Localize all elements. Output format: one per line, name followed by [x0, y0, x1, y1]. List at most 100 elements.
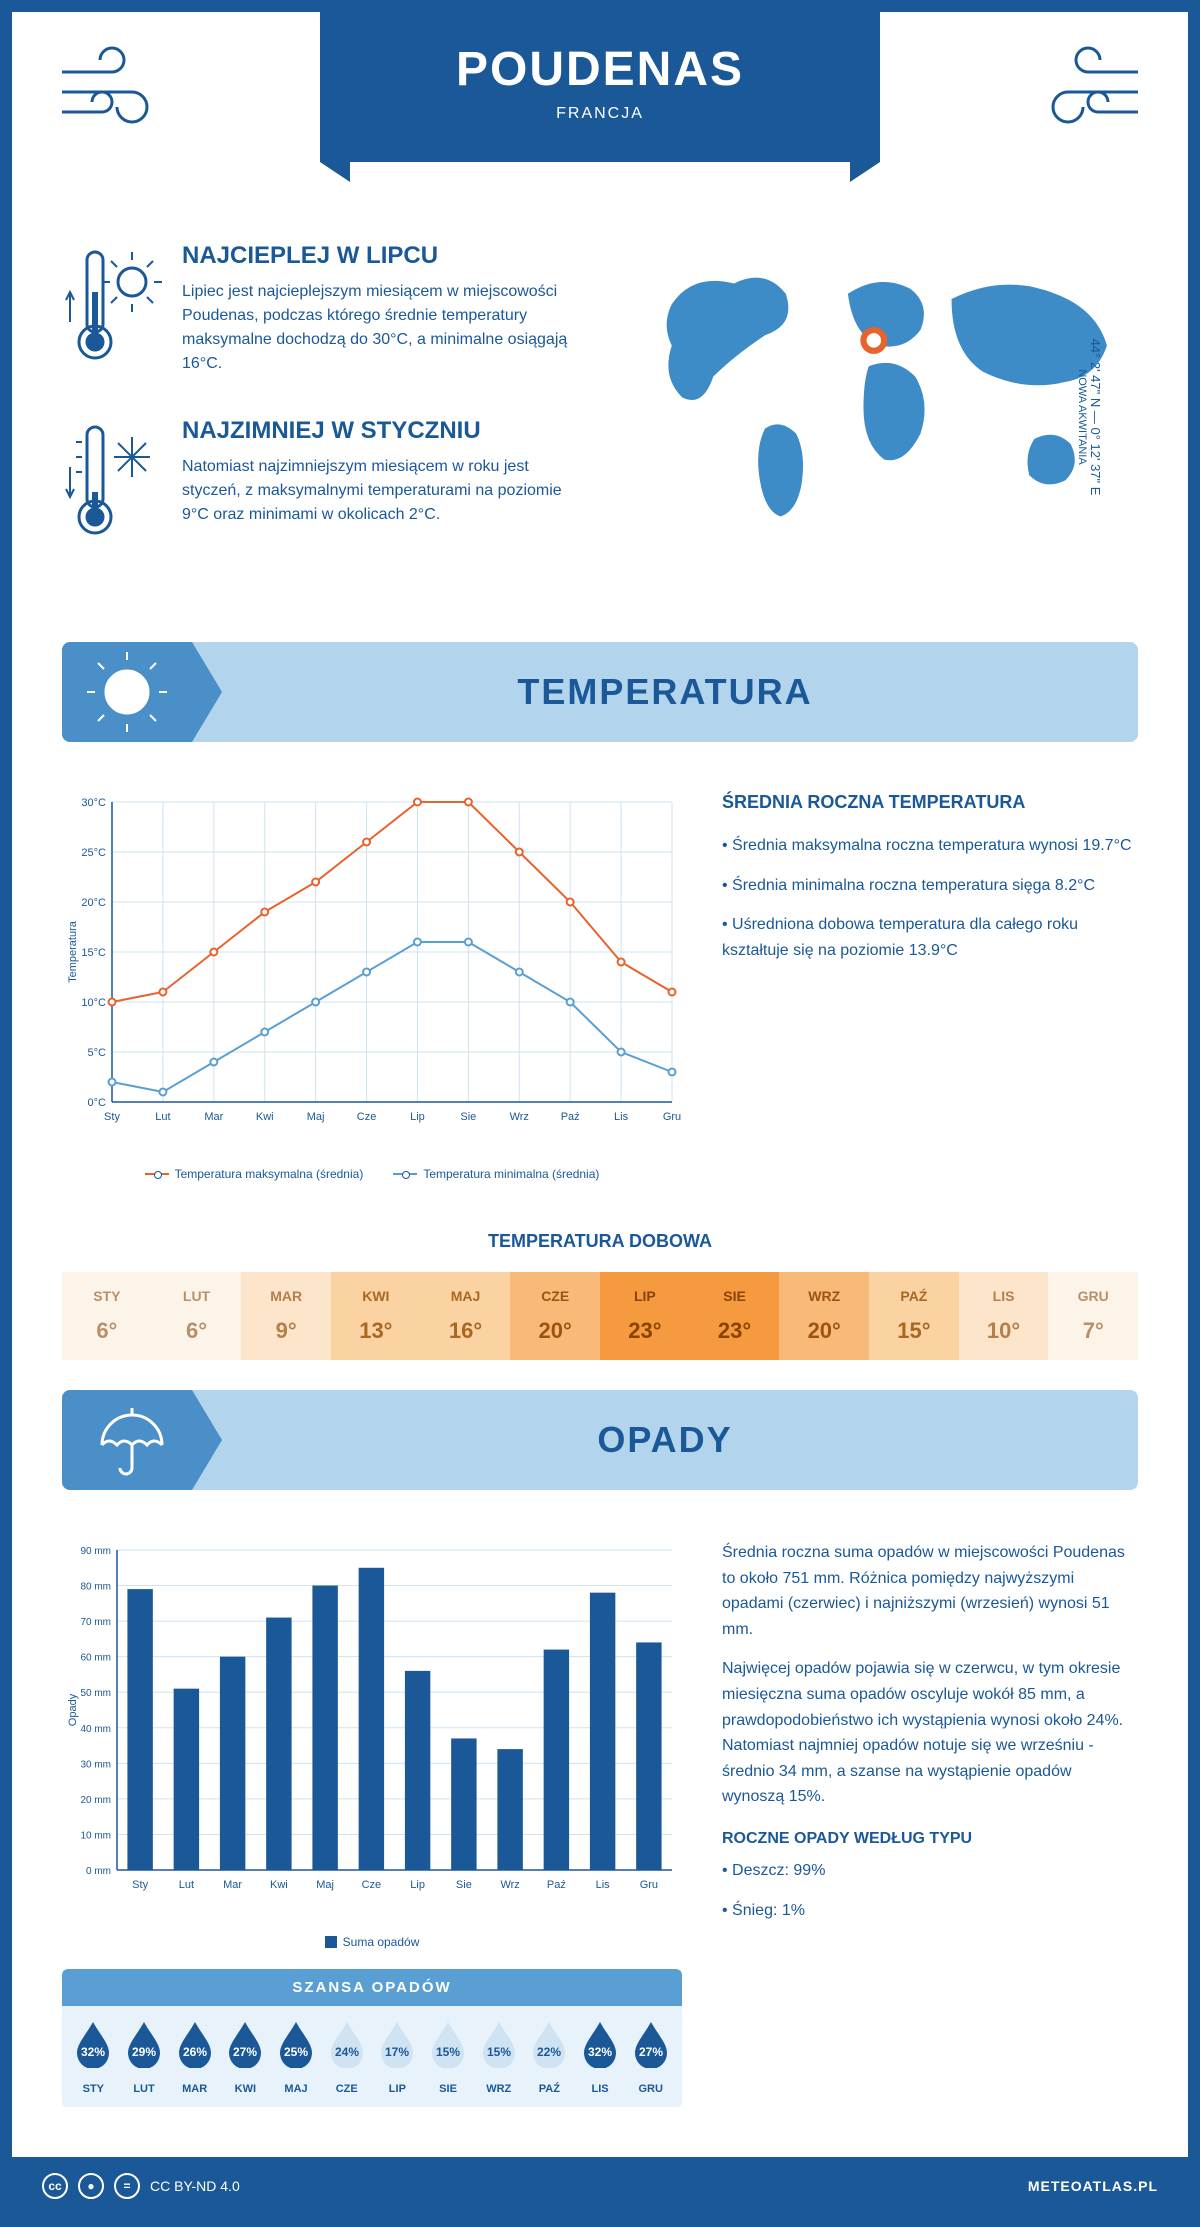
coldest-block: NAJZIMNIEJ W STYCZNIU Natomiast najzimni… — [62, 417, 580, 552]
svg-text:Lut: Lut — [155, 1111, 170, 1123]
svg-text:Gru: Gru — [640, 1879, 658, 1891]
temp-stats-title: ŚREDNIA ROCZNA TEMPERATURA — [722, 792, 1138, 813]
wind-icon — [1028, 42, 1148, 147]
svg-text:Cze: Cze — [362, 1879, 382, 1891]
precip-type-title: ROCZNE OPADY WEDŁUG TYPU — [722, 1830, 1138, 1848]
precip-chance-drop: 15%SIE — [423, 2018, 474, 2095]
svg-text:27%: 27% — [639, 2045, 663, 2059]
precip-type-list: • Deszcz: 99%• Śnieg: 1% — [722, 1858, 1138, 1923]
daily-temp-cell: MAR9° — [241, 1272, 331, 1360]
svg-text:Kwi: Kwi — [270, 1879, 288, 1891]
svg-text:Cze: Cze — [357, 1111, 377, 1123]
hottest-text: Lipiec jest najcieplejszym miesiącem w m… — [182, 280, 580, 376]
svg-text:Paź: Paź — [547, 1879, 566, 1891]
svg-text:0 mm: 0 mm — [86, 1866, 111, 1877]
precip-legend: Suma opadów — [62, 1935, 682, 1949]
world-map — [620, 242, 1138, 532]
svg-text:Wrz: Wrz — [500, 1879, 519, 1891]
svg-text:Sty: Sty — [104, 1111, 120, 1123]
daily-temp-cell: MAJ16° — [421, 1272, 511, 1360]
svg-text:30 mm: 30 mm — [80, 1759, 111, 1770]
precip-text-2: Najwięcej opadów pojawia się w czerwcu, … — [722, 1656, 1138, 1810]
svg-text:60 mm: 60 mm — [80, 1653, 111, 1664]
precip-chance-drop: 27%KWI — [220, 2018, 271, 2095]
svg-text:29%: 29% — [132, 2045, 156, 2059]
site-name: METEOATLAS.PL — [1028, 2178, 1158, 2194]
temperature-title: TEMPERATURA — [192, 671, 1138, 713]
svg-text:90 mm: 90 mm — [80, 1546, 111, 1557]
svg-text:Gru: Gru — [663, 1111, 681, 1123]
svg-text:50 mm: 50 mm — [80, 1688, 111, 1699]
svg-text:Mar: Mar — [204, 1111, 223, 1123]
svg-text:Sty: Sty — [132, 1879, 148, 1891]
svg-text:32%: 32% — [81, 2045, 105, 2059]
precip-chance-drop: 32%STY — [68, 2018, 119, 2095]
daily-temp-cell: LUT6° — [152, 1272, 242, 1360]
coldest-text: Natomiast najzimniejszym miesiącem w rok… — [182, 455, 580, 527]
svg-text:70 mm: 70 mm — [80, 1617, 111, 1628]
header-banner: POUDENAS FRANCJA — [320, 12, 880, 162]
svg-text:Lis: Lis — [614, 1111, 629, 1123]
daily-temp-cell: WRZ20° — [779, 1272, 869, 1360]
svg-text:Paź: Paź — [561, 1111, 580, 1123]
svg-text:Sie: Sie — [460, 1111, 476, 1123]
hottest-title: NAJCIEPLEJ W LIPCU — [182, 242, 580, 270]
svg-text:20 mm: 20 mm — [80, 1795, 111, 1806]
svg-text:10°C: 10°C — [81, 997, 106, 1009]
sun-icon — [62, 642, 192, 742]
svg-text:27%: 27% — [233, 2045, 257, 2059]
footer: cc ● = CC BY-ND 4.0 METEOATLAS.PL — [12, 2157, 1188, 2215]
svg-text:22%: 22% — [537, 2045, 561, 2059]
daily-temp-cell: LIS10° — [959, 1272, 1049, 1360]
svg-text:26%: 26% — [183, 2045, 207, 2059]
daily-temp-cell: SIE23° — [690, 1272, 780, 1360]
page-subtitle: FRANCJA — [320, 105, 880, 123]
precip-chart: 0 mm 10 mm 20 mm 30 mm 40 mm 50 mm 60 mm 70 mm 8… — [62, 1540, 682, 1920]
svg-text:Mar: Mar — [223, 1879, 242, 1891]
header: POUDENAS FRANCJA — [12, 12, 1188, 212]
svg-text:Wrz: Wrz — [510, 1111, 529, 1123]
svg-text:0°C: 0°C — [88, 1097, 107, 1109]
coordinates: 44° 2' 47" N — 0° 12' 37" E NOWA AKWITAN… — [1076, 339, 1103, 496]
svg-text:40 mm: 40 mm — [80, 1724, 111, 1735]
svg-text:Lut: Lut — [179, 1879, 194, 1891]
svg-text:Temperatura: Temperatura — [67, 920, 79, 983]
thermometer-cold-icon — [62, 417, 162, 552]
daily-temp-title: TEMPERATURA DOBOWA — [12, 1231, 1188, 1252]
svg-text:Lis: Lis — [596, 1879, 611, 1891]
svg-text:25°C: 25°C — [81, 847, 106, 859]
svg-text:32%: 32% — [588, 2045, 612, 2059]
nd-icon: = — [114, 2173, 140, 2199]
daily-temp-cell: LIP23° — [600, 1272, 690, 1360]
precip-chance-drop: 17%LIP — [372, 2018, 423, 2095]
svg-text:Sie: Sie — [456, 1879, 472, 1891]
by-icon: ● — [78, 2173, 104, 2199]
svg-text:80 mm: 80 mm — [80, 1582, 111, 1593]
daily-temp-cell: STY6° — [62, 1272, 152, 1360]
daily-temp-cell: KWI13° — [331, 1272, 421, 1360]
precip-title: OPADY — [192, 1419, 1138, 1461]
svg-text:25%: 25% — [284, 2045, 308, 2059]
svg-text:30°C: 30°C — [81, 797, 106, 809]
precip-chance-title: SZANSA OPADÓW — [62, 1969, 682, 2006]
svg-text:15%: 15% — [487, 2045, 511, 2059]
umbrella-icon — [62, 1390, 192, 1490]
svg-text:20°C: 20°C — [81, 897, 106, 909]
svg-text:Kwi: Kwi — [256, 1111, 274, 1123]
precip-chance-drop: 32%LIS — [575, 2018, 626, 2095]
temp-stats-list: • Średnia maksymalna roczna temperatura … — [722, 833, 1138, 963]
daily-temp-cell: CZE20° — [510, 1272, 600, 1360]
wind-icon — [52, 42, 172, 147]
thermometer-hot-icon — [62, 242, 162, 377]
precip-chance-drop: 24%CZE — [321, 2018, 372, 2095]
precip-chance-drop: 15%WRZ — [473, 2018, 524, 2095]
daily-temp-cell: PAŹ15° — [869, 1272, 959, 1360]
coldest-title: NAJZIMNIEJ W STYCZNIU — [182, 417, 580, 445]
precip-chance-drop: 22%PAŹ — [524, 2018, 575, 2095]
temperature-section-header: TEMPERATURA — [62, 642, 1138, 742]
svg-text:Lip: Lip — [410, 1111, 425, 1123]
svg-text:Maj: Maj — [307, 1111, 325, 1123]
daily-temp-cell: GRU7° — [1048, 1272, 1138, 1360]
svg-text:10 mm: 10 mm — [80, 1830, 111, 1841]
temperature-legend: Temperatura maksymalna (średnia) Tempera… — [62, 1167, 682, 1181]
